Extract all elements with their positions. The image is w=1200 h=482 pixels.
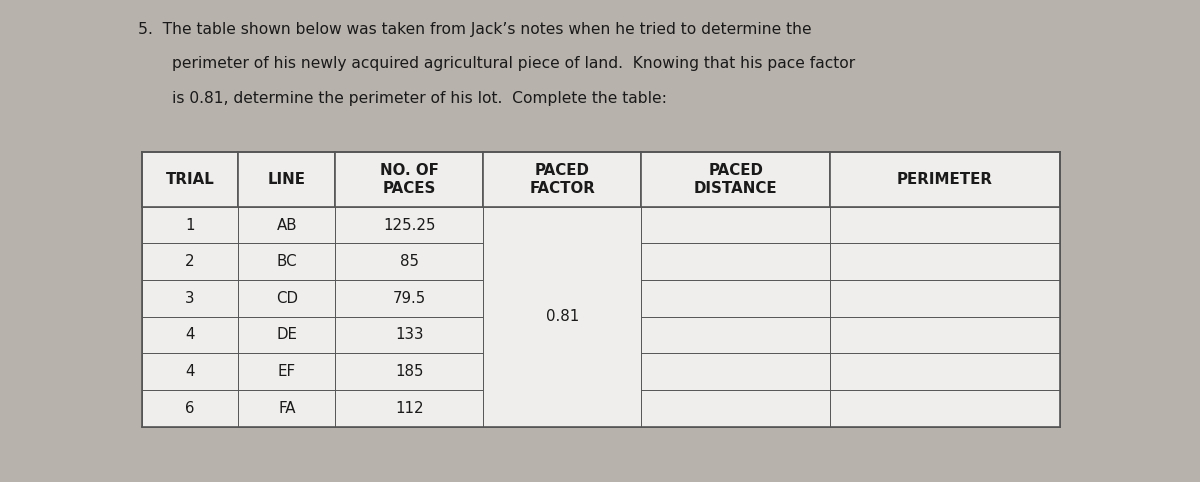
Text: 133: 133 (395, 327, 424, 343)
Text: 2: 2 (185, 254, 194, 269)
Text: 79.5: 79.5 (392, 291, 426, 306)
Text: PACED
DISTANCE: PACED DISTANCE (694, 163, 778, 196)
Text: 112: 112 (395, 401, 424, 416)
Text: 6: 6 (185, 401, 194, 416)
Text: 4: 4 (185, 364, 194, 379)
Text: LINE: LINE (268, 172, 306, 187)
Text: perimeter of his newly acquired agricultural piece of land.  Knowing that his pa: perimeter of his newly acquired agricult… (172, 56, 854, 71)
Text: TRIAL: TRIAL (166, 172, 215, 187)
Text: AB: AB (277, 217, 298, 233)
Text: 1: 1 (185, 217, 194, 233)
Text: 185: 185 (395, 364, 424, 379)
Text: EF: EF (278, 364, 296, 379)
Text: PACED
FACTOR: PACED FACTOR (529, 163, 595, 196)
Text: FA: FA (278, 401, 295, 416)
Text: 4: 4 (185, 327, 194, 343)
Text: 125.25: 125.25 (383, 217, 436, 233)
Text: BC: BC (277, 254, 298, 269)
Text: 3: 3 (185, 291, 194, 306)
Text: 0.81: 0.81 (546, 309, 578, 324)
Text: CD: CD (276, 291, 298, 306)
Text: 5.  The table shown below was taken from Jack’s notes when he tried to determine: 5. The table shown below was taken from … (138, 22, 811, 37)
Text: PERIMETER: PERIMETER (896, 172, 992, 187)
Text: 85: 85 (400, 254, 419, 269)
Text: DE: DE (276, 327, 298, 343)
Text: is 0.81, determine the perimeter of his lot.  Complete the table:: is 0.81, determine the perimeter of his … (172, 91, 666, 106)
Text: NO. OF
PACES: NO. OF PACES (380, 163, 439, 196)
